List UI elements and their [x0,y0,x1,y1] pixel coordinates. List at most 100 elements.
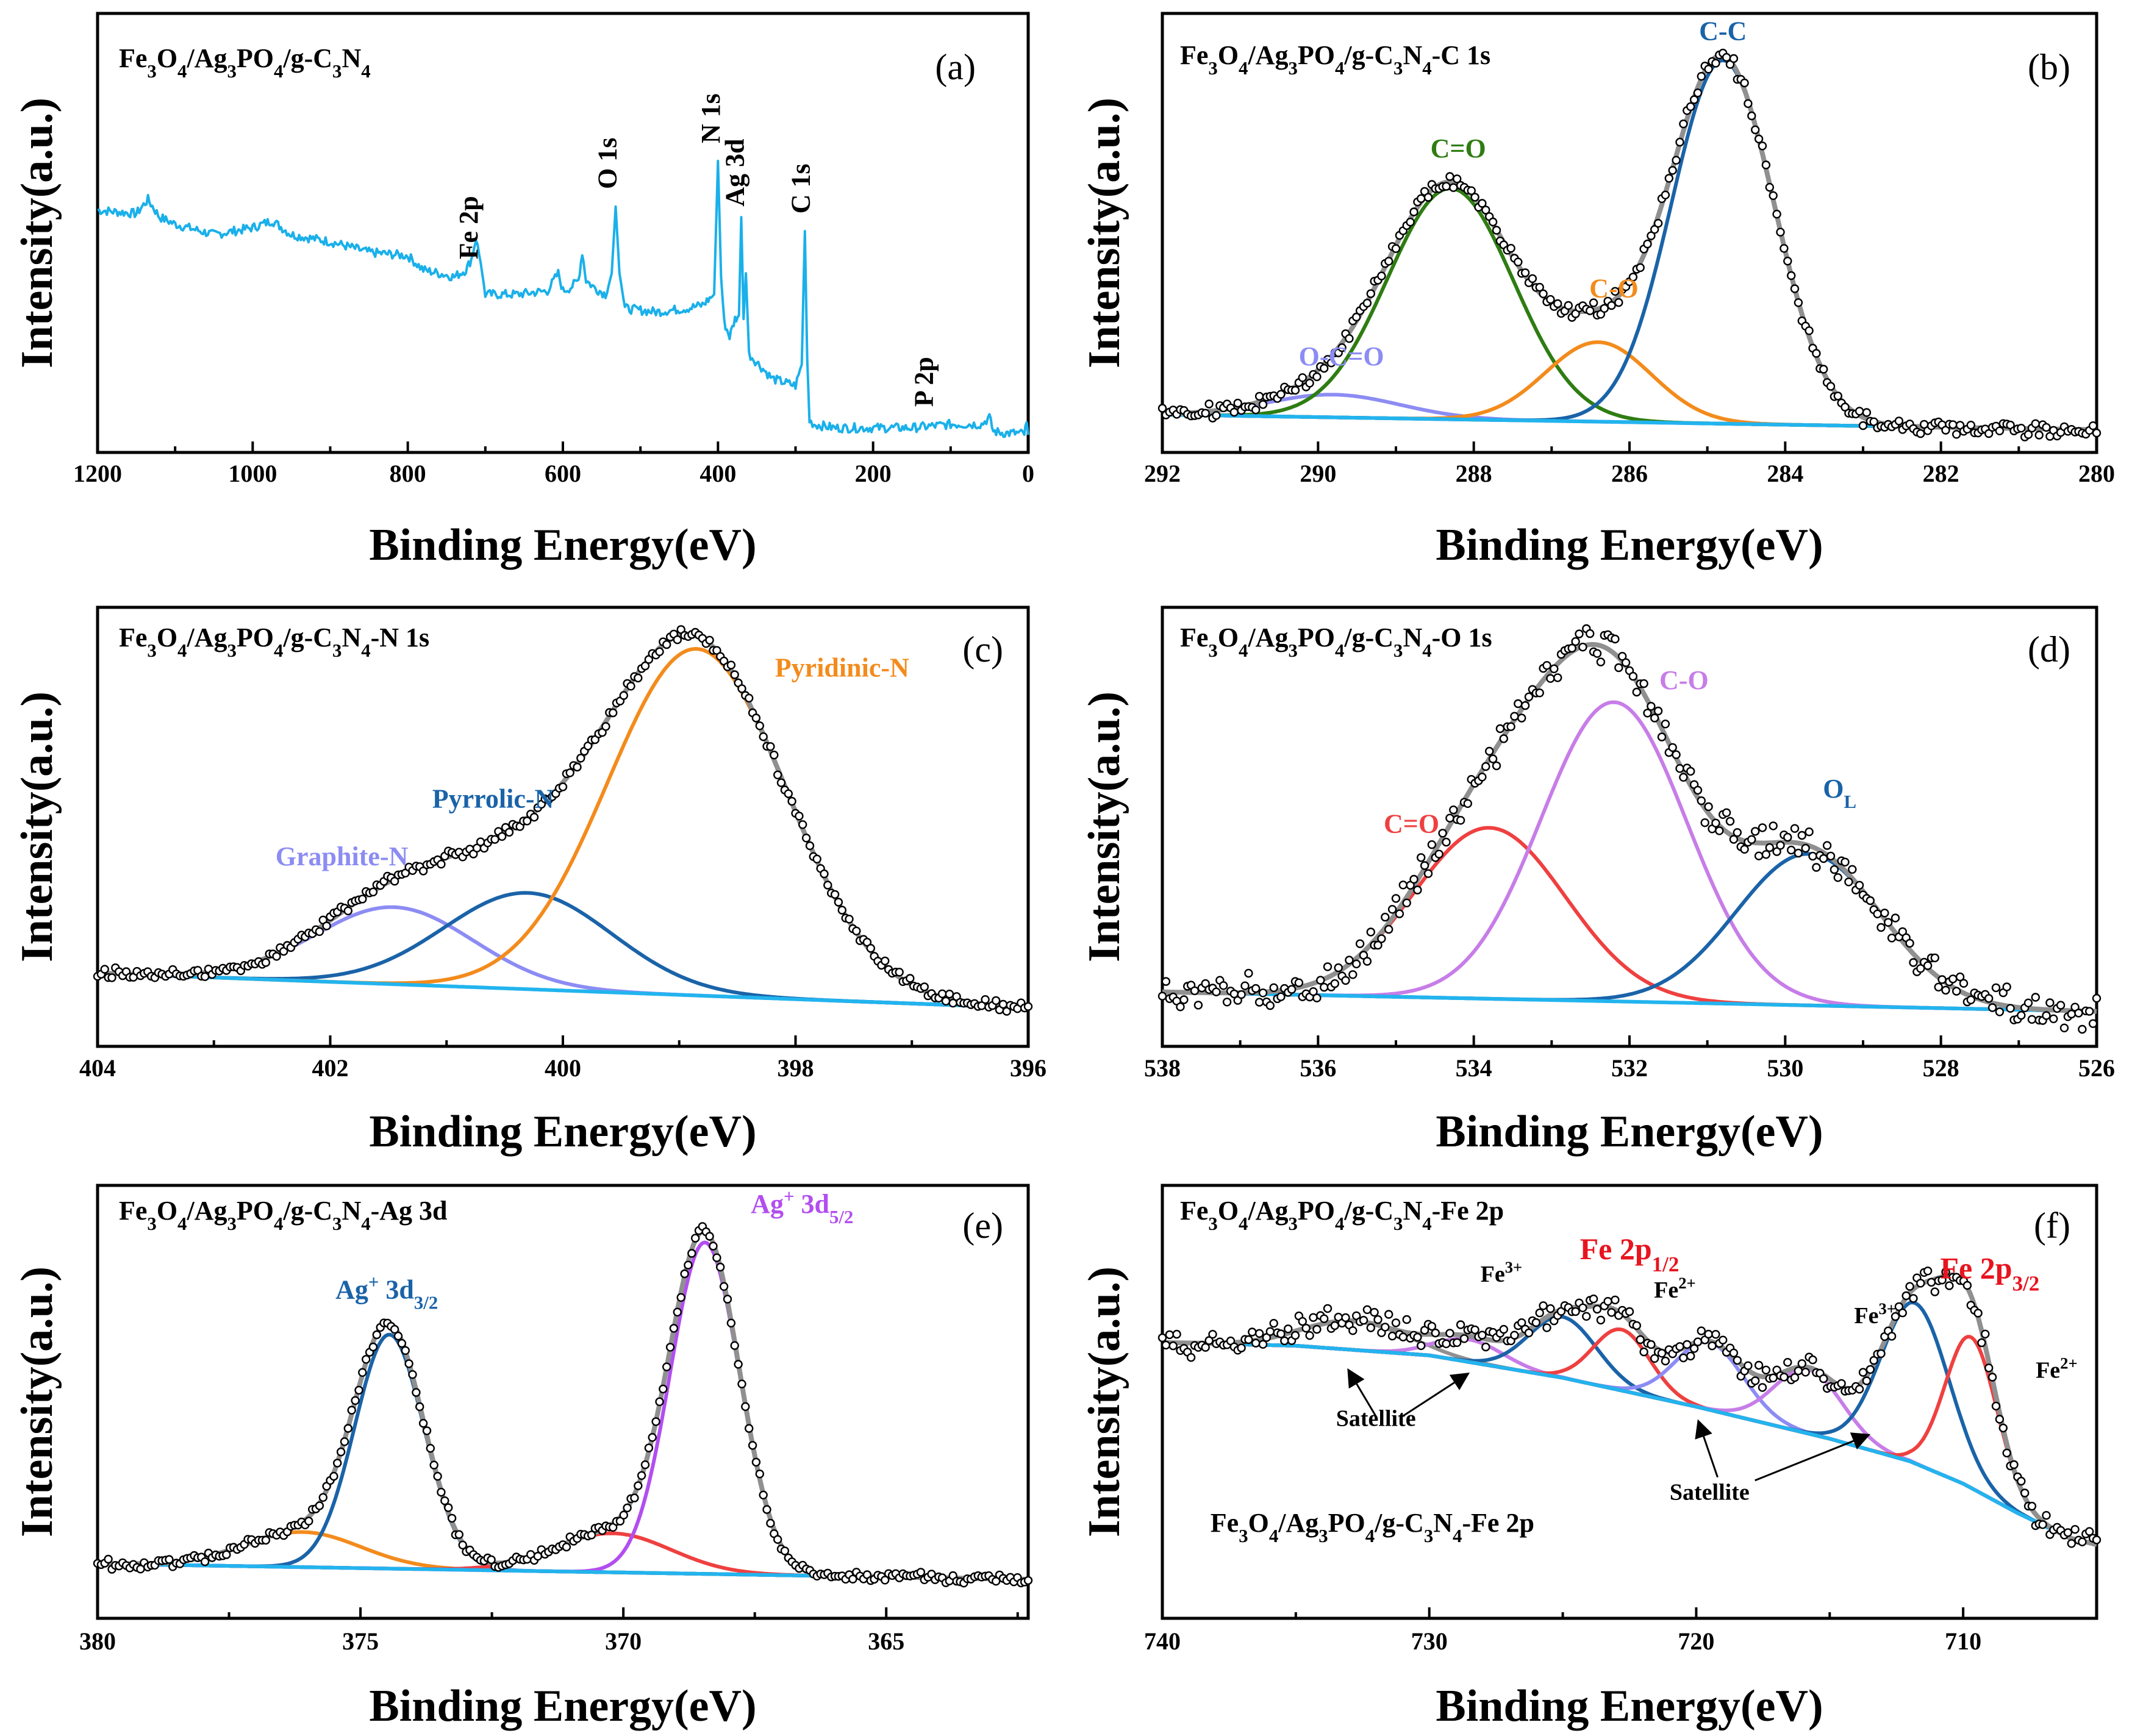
x-tick-label: 380 [79,1627,116,1655]
data-point [261,1535,271,1545]
data-point [1715,826,1724,835]
data-point [1442,182,1451,191]
data-point [1341,1313,1350,1323]
data-point [1345,956,1354,965]
data-point [880,1576,890,1585]
data-point [412,1388,421,1397]
data-point [1876,1349,1886,1359]
peak-label-part: 3d [795,1189,829,1219]
data-point [2038,1520,2047,1529]
data-point [1539,289,1548,298]
data-point [1546,674,1555,683]
data-point [2067,1539,2077,1548]
x-tick-label: 365 [868,1627,904,1655]
panel-f-letter: (f) [2034,1206,2070,1246]
data-point [748,1441,757,1450]
data-point [1945,1281,1954,1290]
data-point [576,754,585,763]
data-point [1290,1331,1300,1340]
data-point [315,1501,324,1510]
data-point [1794,848,1803,858]
x-tick-label: 710 [1945,1627,1981,1655]
panel-f-title-part: 3 [1393,1213,1403,1234]
data-point [444,1503,453,1512]
data-point [1251,1338,1261,1348]
data-point [1621,658,1631,667]
data-point [1790,1373,1800,1382]
data-point [1535,282,1544,292]
peak-label-part: Fe 2p [1941,1251,2012,1285]
data-point [1647,231,1656,240]
panel-b-plot: 292 290 288 286 284 282 280Fe3O4/Ag3PO4/g-C3N4… [1144,16,2115,487]
data-point [1905,938,1914,948]
peak-label-part: Pyrrolic-N [432,784,554,813]
data-point [945,989,954,999]
data-point [1298,1316,1307,1326]
data-point [1478,199,1487,208]
background-line [1162,1340,2097,1546]
data-point [937,989,947,999]
data-point [1362,1305,1372,1315]
data-point [336,1447,346,1457]
data-point [1442,837,1451,847]
data-point [1481,762,1490,771]
panel-c-title-part: 3 [332,640,342,661]
data-point [1510,712,1519,721]
data-point [429,1460,438,1470]
peak-label: C-O [1659,665,1709,695]
data-point [770,750,779,760]
data-point [1276,992,1286,1001]
data-point [1880,909,1889,918]
data-point [1438,829,1447,838]
data-point [1786,845,1796,855]
data-point [1212,411,1221,420]
data-point [1862,1376,1872,1385]
data-point [1287,985,1297,994]
data-point [619,1510,628,1520]
data-point [1675,137,1684,147]
data-point [404,1359,413,1368]
data-point [1776,227,1785,237]
data-point [1319,363,1329,373]
data-point [1822,841,1832,850]
panel-b-title-part: /g-C [1343,40,1393,70]
data-point [1614,298,1623,307]
panel-b-title-part: 3 [1208,58,1217,79]
data-point [1348,1326,1358,1335]
panel-c-title-part: 4 [274,640,283,661]
data-point [2002,1448,2011,1458]
data-point [1366,1323,1376,1332]
panel-e-x-label: Binding Energy(eV) [369,1681,756,1731]
data-point [1679,773,1688,782]
data-point [1786,271,1796,280]
data-point [1265,1001,1275,1010]
panel-e-frame [96,1184,1030,1620]
panel-d-title-part: Fe [1180,623,1208,652]
data-point [1478,1331,1487,1340]
data-point [1901,1291,1911,1301]
data-point [634,1481,643,1490]
data-point [726,1318,736,1328]
peak-label-part: 3/2 [414,1292,438,1313]
data-point [1758,1383,1767,1392]
data-point [315,927,324,937]
data-point [1765,183,1775,192]
data-point [372,1330,381,1340]
data-point [1951,987,1961,996]
data-point [680,1269,689,1279]
data-point [1603,1296,1612,1306]
data-point [1290,385,1300,395]
data-point [565,768,574,777]
data-point [609,708,618,718]
data-point [1981,1329,1990,1339]
data-point [737,1379,746,1388]
panel-e-title-part: O [157,1196,177,1226]
data-point [1423,193,1433,202]
panel-e-title-part: 4 [361,1213,370,1234]
data-point [845,915,854,924]
background-line [97,971,1029,1010]
data-point [644,1443,654,1452]
data-point [1244,968,1253,978]
data-point [640,661,650,671]
